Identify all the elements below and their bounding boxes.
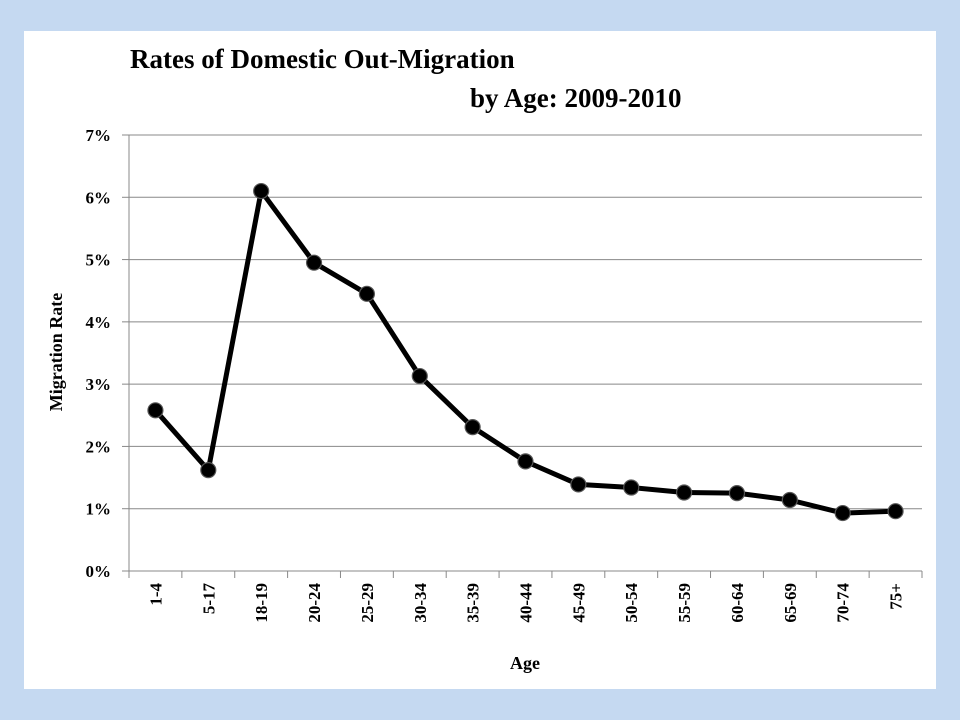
- y-tick-labels: 0% 1% 2% 3% 4% 5% 6% 7%: [86, 126, 112, 581]
- data-point: [834, 504, 851, 522]
- x-tick-label: 18-19: [252, 583, 271, 623]
- gridlines: [129, 134, 922, 510]
- x-tick-label: 1-4: [146, 583, 165, 606]
- data-point: [570, 476, 587, 493]
- y-tick-label: 4%: [86, 313, 112, 332]
- x-axis-title: Age: [510, 653, 540, 673]
- x-tick-label: 65-69: [781, 583, 800, 623]
- x-tick-labels: 1-4 5-17 18-19 20-24 25-29 30-34 35-39 40-44 45-…: [146, 583, 905, 623]
- x-tick-label: 20-24: [305, 583, 324, 623]
- y-tick-label: 6%: [86, 188, 112, 207]
- data-point: [781, 491, 798, 509]
- x-tick-label: 75+: [887, 583, 906, 610]
- y-tick-label: 2%: [86, 437, 112, 456]
- data-point: [253, 182, 270, 200]
- y-tick-label: 3%: [86, 375, 112, 394]
- y-axis-title: Migration Rate: [46, 293, 66, 411]
- data-point: [464, 419, 481, 436]
- x-tick-label: 45-49: [569, 583, 588, 623]
- x-tick-label: 40-44: [517, 583, 536, 623]
- data-point: [200, 461, 217, 479]
- data-point: [147, 402, 164, 419]
- x-tick-label: 35-39: [464, 583, 483, 623]
- x-tick-label: 60-64: [728, 583, 747, 623]
- chart-panel: [24, 31, 936, 689]
- data-point: [411, 367, 428, 385]
- data-markers: [147, 182, 904, 522]
- y-tick-label: 7%: [86, 126, 112, 145]
- y-tick-label: 5%: [86, 251, 112, 270]
- y-tick-label: 1%: [86, 500, 112, 519]
- data-point: [675, 484, 693, 501]
- data-point: [887, 503, 904, 520]
- y-tick-label: 0%: [86, 562, 112, 581]
- chart-subtitle: by Age: 2009-2010: [470, 83, 682, 113]
- data-point: [517, 453, 534, 470]
- x-tick-label: 70-74: [834, 583, 853, 623]
- chart-title: Rates of Domestic Out-Migration: [130, 44, 515, 74]
- data-point: [623, 479, 640, 496]
- x-tick-label: 50-54: [622, 583, 641, 623]
- data-point: [728, 485, 746, 502]
- x-tick-label: 25-29: [358, 583, 377, 623]
- x-tick-label: 5-17: [199, 583, 218, 615]
- data-point: [358, 285, 375, 302]
- data-point: [305, 254, 323, 271]
- x-tick-label: 55-59: [675, 583, 694, 623]
- axes: [122, 134, 923, 578]
- x-tick-label: 30-34: [411, 583, 430, 623]
